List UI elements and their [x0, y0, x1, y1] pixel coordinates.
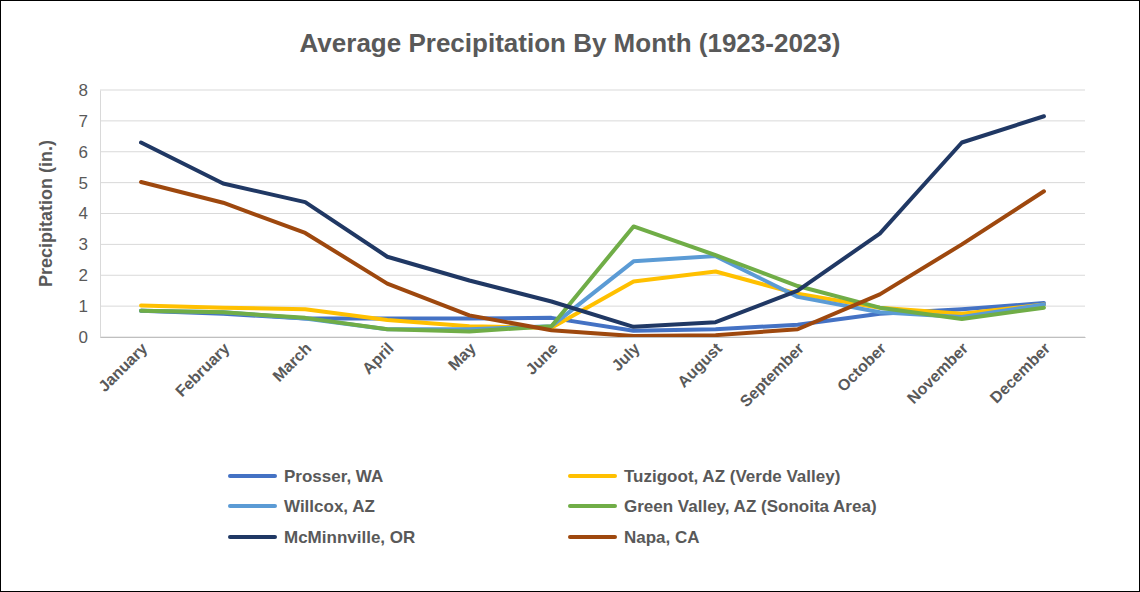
y-tick: 6: [79, 143, 100, 162]
y-tick: 4: [79, 204, 100, 223]
x-tick: November: [904, 337, 971, 407]
y-tick-label: 8: [79, 81, 88, 100]
x-tick: June: [522, 337, 560, 378]
y-tick: 8: [79, 81, 100, 100]
grid-line: [100, 151, 1085, 152]
x-tick: April: [359, 337, 397, 377]
y-axis-title: Precipitation (in.): [36, 140, 56, 287]
x-tick: August: [674, 337, 725, 391]
legend-label: Willcox, AZ: [284, 497, 375, 516]
grid-line: [100, 120, 1085, 121]
grid-line: [100, 244, 1085, 245]
legend-swatch: [570, 504, 615, 508]
x-tick-label: October: [834, 340, 889, 395]
legend-label: McMinnville, OR: [284, 528, 415, 547]
x-axis-line: [101, 337, 1086, 338]
series-line: [141, 272, 1044, 328]
y-tick-label: 0: [79, 328, 88, 347]
y-tick: 2: [79, 266, 100, 285]
y-tick: 3: [79, 235, 100, 254]
x-tick-label: April: [359, 340, 397, 378]
x-tick: February: [172, 337, 233, 400]
chart-frame: [1, 1, 1140, 592]
x-tick: March: [269, 337, 314, 385]
y-tick-label: 2: [79, 266, 88, 285]
x-tick-label: November: [904, 340, 971, 407]
x-tick: May: [445, 337, 479, 374]
y-tick: 0: [79, 328, 100, 347]
legend-swatch: [570, 474, 615, 478]
legend-swatch: [230, 474, 275, 478]
x-tick: October: [834, 337, 889, 395]
y-tick-label: 6: [79, 143, 88, 162]
x-axis: January February March April May June July Augu…: [95, 337, 1085, 410]
legend-item: Willcox, AZ: [230, 497, 375, 516]
grid-line: [100, 90, 1085, 91]
x-tick-label: May: [445, 339, 479, 373]
y-axis-line: [100, 91, 101, 338]
y-tick-label: 7: [79, 112, 88, 131]
legend-swatch: [230, 504, 275, 508]
legend-label: Prosser, WA: [284, 467, 383, 486]
grid-line: [100, 337, 1085, 338]
legend-label: Napa, CA: [624, 528, 700, 547]
x-tick: September: [737, 337, 808, 410]
y-tick: 1: [79, 297, 100, 316]
y-tick-label: 4: [79, 204, 88, 223]
chart: Average Precipitation By Month (1923-202…: [0, 0, 1140, 592]
y-tick-label: 5: [79, 174, 88, 193]
x-tick-label: September: [737, 340, 808, 411]
series-lines: [141, 116, 1044, 336]
legend-swatch: [230, 535, 275, 539]
y-tick-label: 1: [79, 297, 88, 316]
series-line: [141, 256, 1044, 329]
grid-line: [100, 182, 1085, 183]
x-tick: January: [95, 337, 150, 395]
x-tick-label: July: [608, 339, 643, 374]
legend-item: Green Valley, AZ (Sonoita Area): [570, 497, 877, 516]
x-tick-label: December: [987, 340, 1054, 407]
y-axis: 0 1 2 3 4 5 6 7 8: [79, 81, 101, 347]
x-tick: July: [608, 337, 643, 374]
y-tick: 7: [79, 112, 100, 131]
chart-title: Average Precipitation By Month (1923-202…: [300, 28, 841, 58]
grid: [100, 90, 1085, 337]
legend-item: McMinnville, OR: [230, 528, 415, 547]
series-line: [141, 182, 1044, 336]
legend-label: Tuzigoot, AZ (Verde Valley): [624, 467, 840, 486]
x-tick: December: [987, 337, 1054, 406]
x-tick-label: February: [172, 339, 233, 400]
x-tick-label: June: [522, 339, 560, 377]
legend-label: Green Valley, AZ (Sonoita Area): [624, 497, 877, 516]
legend-item: Tuzigoot, AZ (Verde Valley): [570, 467, 840, 486]
legend-item: Napa, CA: [570, 528, 700, 547]
legend-item: Prosser, WA: [230, 467, 383, 486]
legend-swatch: [570, 535, 615, 539]
x-tick-label: January: [95, 339, 150, 394]
y-tick: 5: [79, 174, 100, 193]
y-tick-label: 3: [79, 235, 88, 254]
legend: Prosser, WA Tuzigoot, AZ (Verde Valley) Wi…: [230, 467, 877, 547]
x-tick-label: August: [674, 339, 725, 390]
x-tick-label: March: [269, 340, 314, 385]
